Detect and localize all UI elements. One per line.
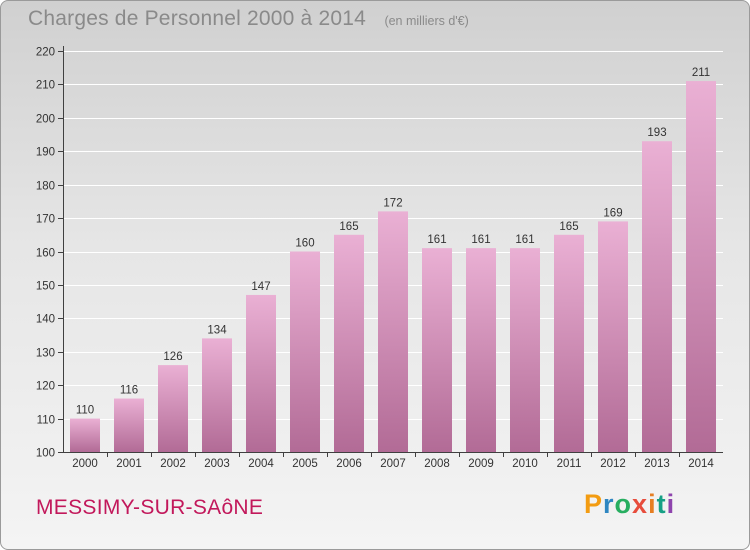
y-tick-label: 170 [36,214,55,226]
y-tick-label: 190 [36,147,55,159]
bar [598,221,628,452]
y-tick-label: 150 [36,281,55,293]
logo-letter: i [648,489,657,519]
bar [510,248,540,452]
bar [202,338,232,452]
x-tick-label: 2005 [292,458,318,470]
x-tick-label: 2012 [600,458,626,470]
x-tick-label: 2003 [204,458,230,470]
chart-title: Charges de Personnel 2000 à 2014 [28,7,366,30]
y-tick-label: 130 [36,348,55,360]
y-tick-label: 160 [36,248,55,260]
bar-value-label: 165 [339,221,358,233]
y-tick-label: 210 [36,80,55,92]
x-tick-label: 2009 [468,458,494,470]
logo-letter: P [584,489,604,519]
y-tick-label: 220 [36,47,55,59]
logo-letter: i [666,489,676,519]
x-tick-label: 2006 [336,458,362,470]
x-tick-label: 2001 [116,458,142,470]
bar-value-label: 161 [471,234,490,246]
bar [466,248,496,452]
bar-value-label: 147 [251,281,270,293]
bar-value-label: 172 [383,197,402,209]
bar [378,211,408,452]
bar [290,251,320,452]
bar-value-label: 211 [692,67,710,79]
bar-value-label: 165 [559,221,578,233]
bar-value-label: 193 [647,127,666,139]
bar [158,365,188,452]
title-row: Charges de Personnel 2000 à 2014 (en mil… [28,7,469,31]
bar [114,398,144,452]
bar [686,81,716,452]
city-name: MESSIMY-SUR-SAôNE [36,496,264,519]
bar [246,294,276,452]
bar [334,234,364,452]
label-layer: 110 116 126 134 147 160 165 172 161 161 161 165 169 1… [76,67,710,417]
proxiti-logo: Proxiti [584,489,675,520]
y-tick-label: 200 [36,114,55,126]
logo-letter: x [632,489,649,519]
bar-value-label: 161 [515,234,534,246]
bar-layer [70,81,716,452]
bar-value-label: 134 [207,324,227,336]
y-tick-label: 120 [36,381,55,393]
x-tick-label: 2007 [380,458,406,470]
bar [642,141,672,452]
bar [422,248,452,452]
bar [70,418,100,452]
bar [554,234,584,452]
x-tick-label: 2002 [160,458,186,470]
x-tick-label: 2004 [248,458,274,470]
x-tick-label: 2010 [512,458,538,470]
y-tick-label: 100 [36,448,55,460]
logo-letter: t [656,489,667,519]
x-tick-label: 2013 [644,458,670,470]
bar-value-label: 160 [295,238,314,250]
x-tick-label: 2008 [424,458,450,470]
logo-letter: r [603,489,615,519]
x-tick-label: 2014 [688,458,714,470]
logo-letter: o [614,489,633,519]
bar-value-label: 161 [427,234,446,246]
x-tick-label: 2000 [72,458,98,470]
y-tick-label: 140 [36,314,55,326]
bar-value-label: 116 [120,385,138,397]
y-tick-label: 110 [37,415,55,427]
chart-unit: (en milliers d'€) [384,14,469,28]
axis-layer: 100 110 120 130 140 150 160 170 180 190 200 210 220 2… [36,46,723,470]
bar-value-label: 126 [163,351,182,363]
x-tick-label: 2011 [557,458,582,470]
bar-value-label: 169 [603,207,622,219]
y-tick-label: 180 [36,181,55,193]
bar-value-label: 110 [76,405,94,417]
